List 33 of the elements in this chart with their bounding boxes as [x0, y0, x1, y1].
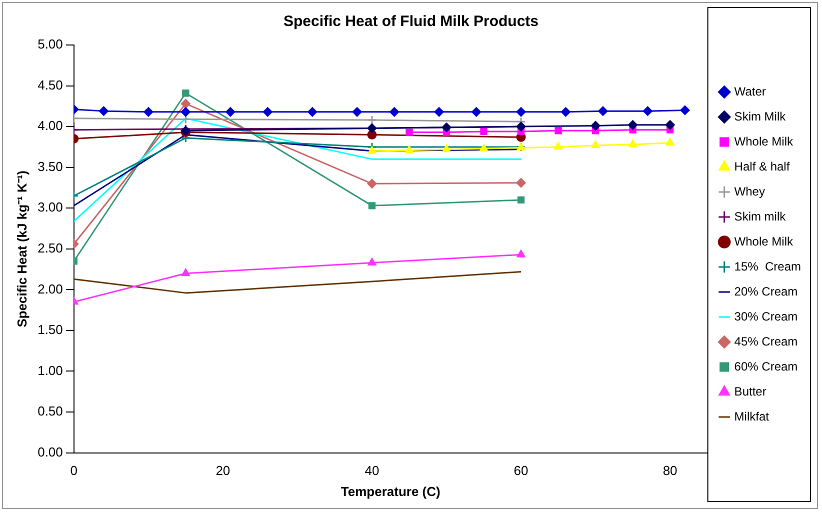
y-tick-label: 0.50 — [38, 404, 63, 419]
y-tick-label: 3.50 — [38, 158, 63, 174]
x-tick-label: 80 — [662, 463, 678, 478]
x-tick-label: 60 — [514, 463, 528, 478]
legend-label: Water — [734, 84, 766, 98]
legend-label: Whole Milk — [734, 134, 794, 148]
y-axis-title: Specific Heat (kJ kg⁻¹ K⁻¹) — [14, 170, 30, 328]
chart-title: Specific Heat of Fluid Milk Products — [283, 13, 539, 30]
y-tick-label: 2.00 — [38, 281, 63, 296]
y-tick-label: 0.00 — [38, 444, 63, 460]
y-tick-label: 2.50 — [38, 240, 63, 256]
y-tick-label: 4.50 — [38, 77, 63, 92]
y-tick-label: 1.00 — [38, 362, 63, 378]
y-tick-label: 3.00 — [38, 200, 63, 215]
y-tick-label: 5.00 — [38, 36, 63, 52]
x-tick-label: 0 — [70, 463, 78, 478]
legend-label: Half & half — [734, 159, 790, 174]
legend-label: Whey — [734, 184, 765, 198]
legend-label: Butter — [734, 384, 766, 398]
x-tick-label: 20 — [216, 463, 230, 478]
x-axis-title: Temperature (C) — [340, 484, 440, 499]
legend-label: Milkfat — [734, 409, 770, 424]
legend-label: 30% Cream — [734, 309, 798, 324]
y-tick-label: 4.00 — [38, 118, 63, 134]
legend-label: 15% Cream — [734, 259, 802, 274]
y-tick-label: 1.50 — [38, 322, 63, 338]
legend-label: Skim milk — [734, 209, 787, 224]
legend-label: 20% Cream — [734, 284, 798, 298]
legend-label: 45% Cream — [734, 334, 798, 348]
legend-label: 60% Cream — [734, 359, 798, 374]
x-tick-label: 40 — [364, 463, 380, 478]
legend-label: Whole Milk — [734, 234, 794, 248]
legend-label: Skim Milk — [734, 109, 787, 124]
